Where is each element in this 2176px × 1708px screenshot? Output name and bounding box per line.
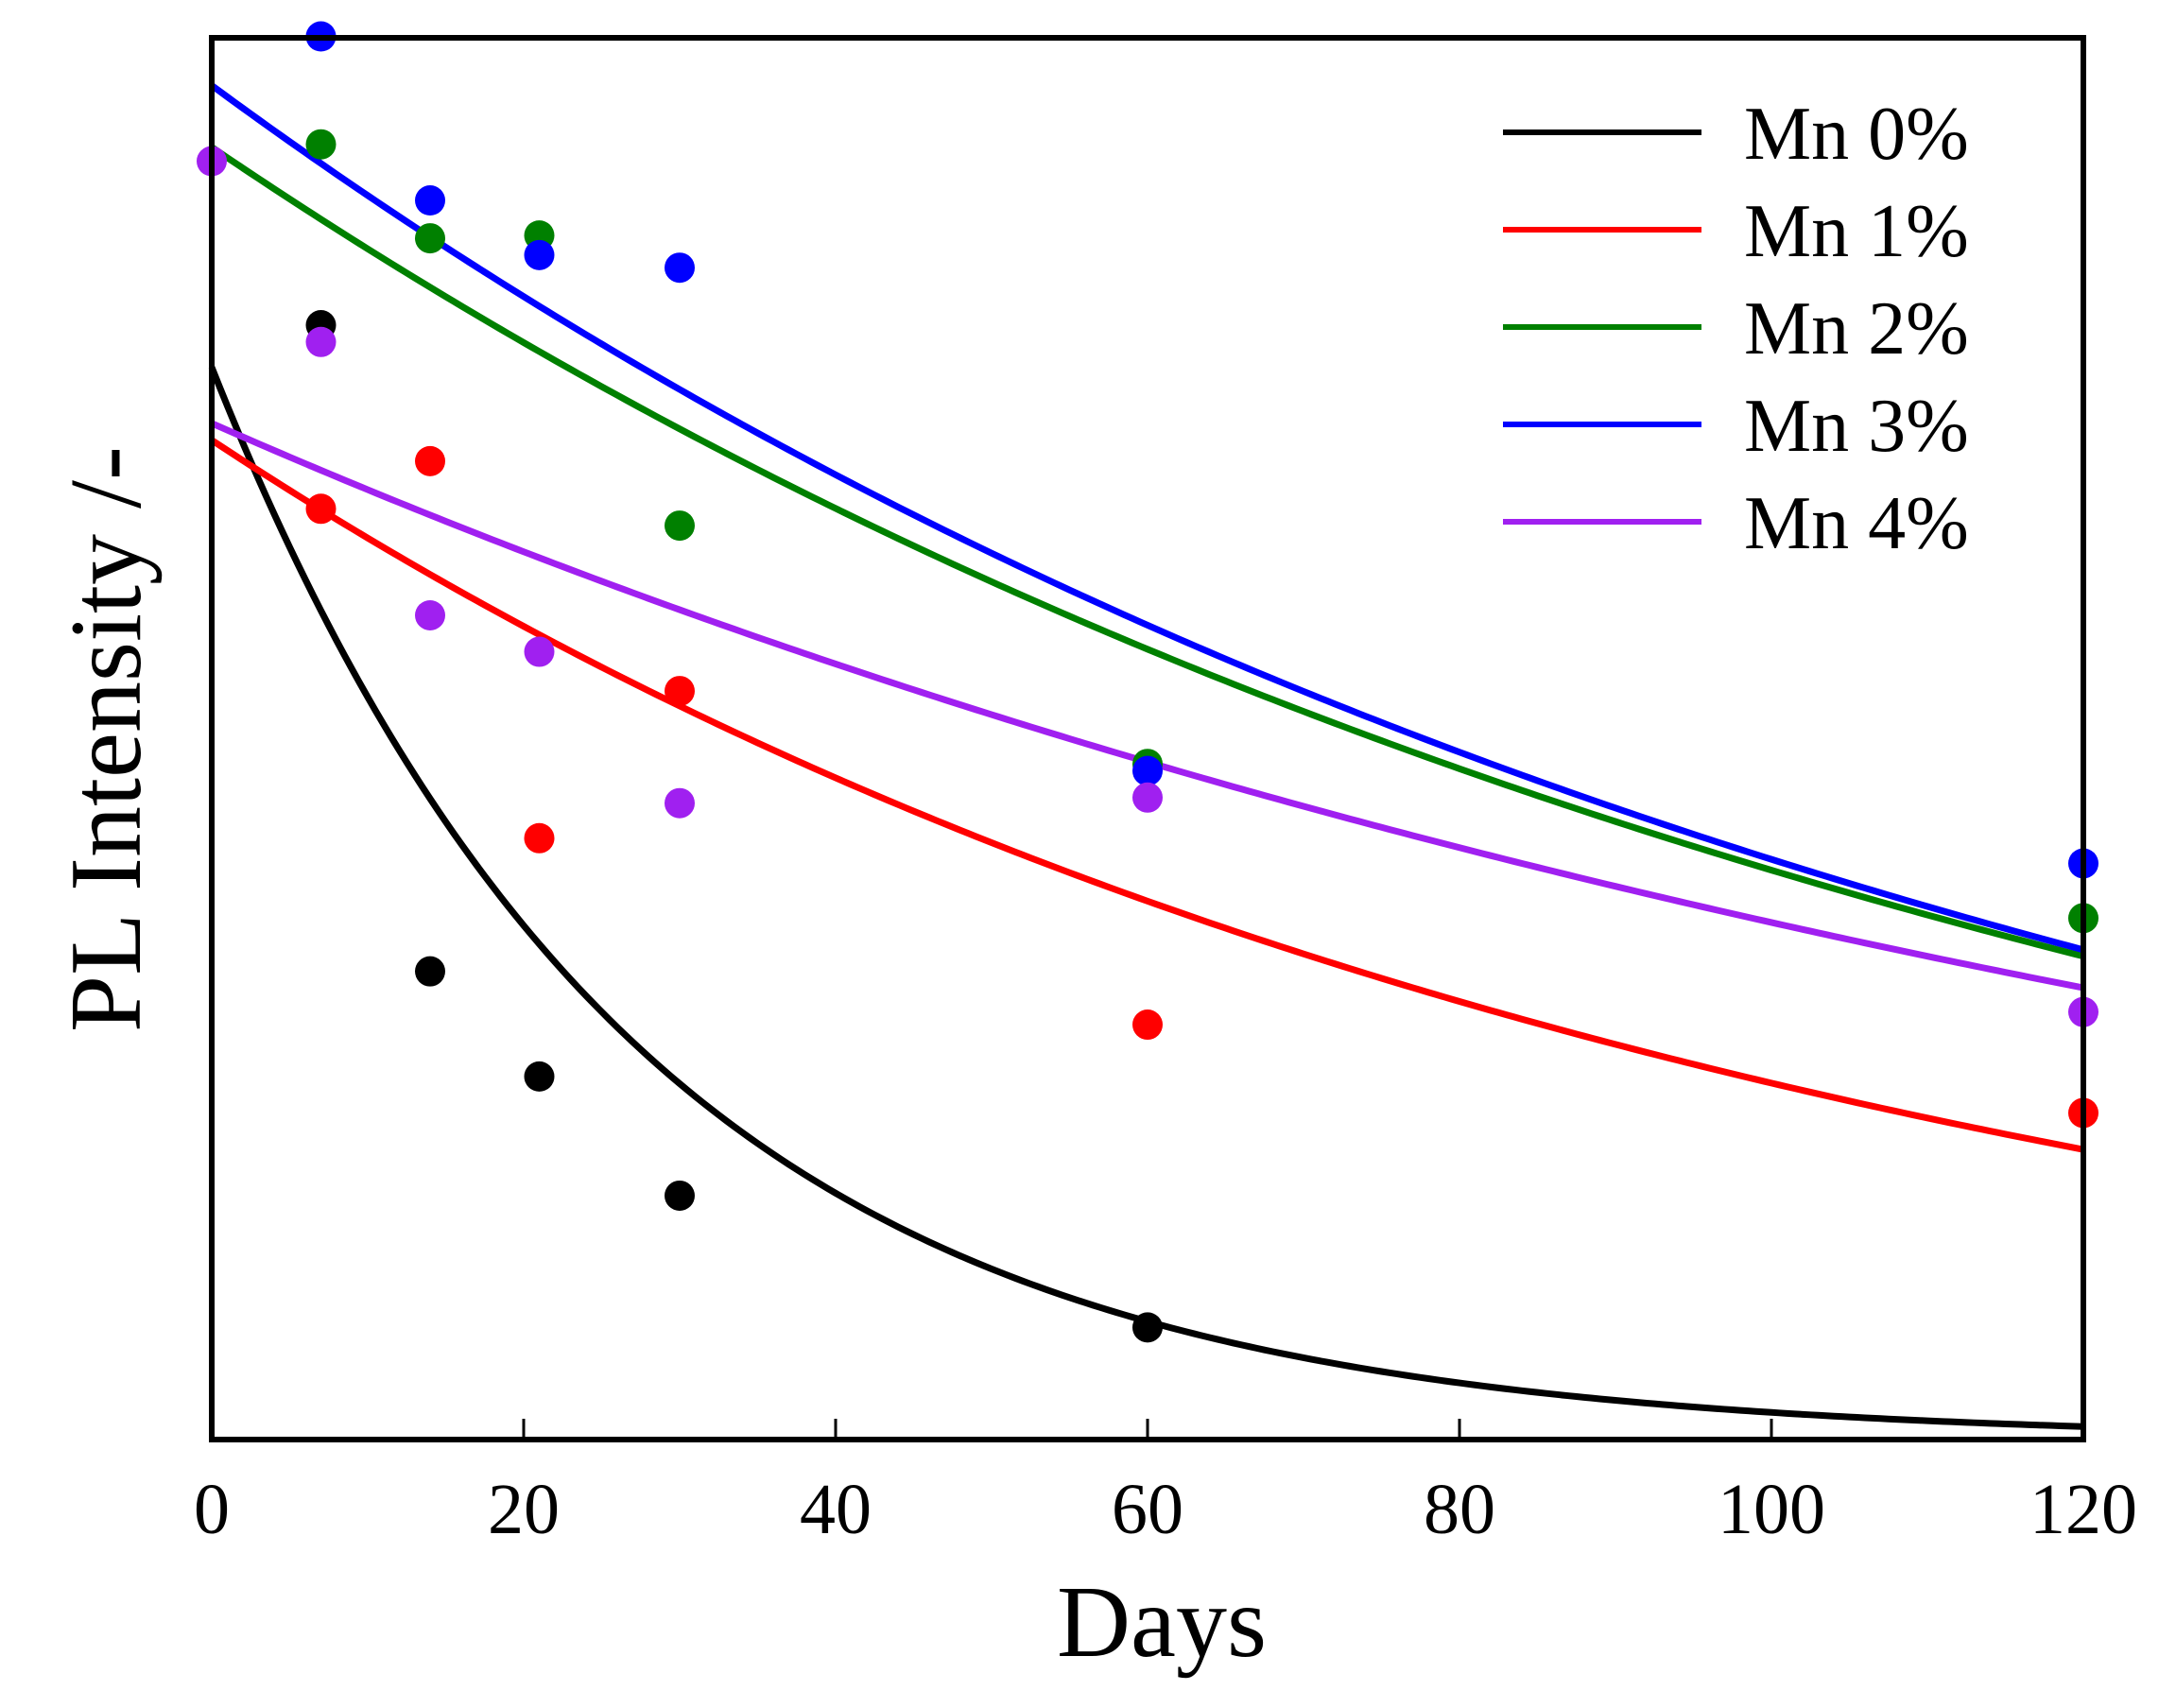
fit-curves <box>208 82 2084 1430</box>
data-point <box>665 252 695 284</box>
data-point <box>665 1180 695 1211</box>
x-tick-label: 0 <box>194 1470 230 1549</box>
legend: Mn 0% Mn 1% Mn 2% Mn 3% Mn 4% <box>1503 93 1969 565</box>
data-points <box>197 21 2098 1343</box>
x-tick-label: 120 <box>2029 1470 2137 1549</box>
x-tick-label: 40 <box>800 1470 872 1549</box>
x-tick-label: 60 <box>1112 1470 1183 1549</box>
data-point <box>524 1061 555 1092</box>
legend-label: Mn 4% <box>1744 482 1969 565</box>
data-point <box>415 956 445 987</box>
x-axis-ticks: 0 20 40 60 80 100 120 <box>194 1419 2137 1549</box>
data-point <box>524 822 555 854</box>
x-axis-title: Days <box>1057 1566 1267 1679</box>
legend-label: Mn 3% <box>1744 385 1969 468</box>
legend-label: Mn 0% <box>1744 93 1969 176</box>
data-point <box>1132 755 1163 786</box>
x-tick-label: 100 <box>1718 1470 1825 1549</box>
data-point <box>665 510 695 542</box>
x-tick-label: 80 <box>1424 1470 1495 1549</box>
legend-label: Mn 1% <box>1744 190 1969 273</box>
data-point <box>305 326 337 357</box>
data-point <box>415 599 445 630</box>
data-point <box>665 676 695 707</box>
y-axis-title: PL Intensity /- <box>50 446 163 1032</box>
fit-line-mn-1- <box>210 437 2084 1153</box>
data-point <box>415 185 445 216</box>
x-tick-label: 20 <box>488 1470 560 1549</box>
data-point <box>305 129 337 160</box>
data-point <box>415 223 445 254</box>
legend-label: Mn 2% <box>1744 287 1969 371</box>
fit-line-mn-3- <box>209 82 2084 954</box>
data-point <box>1132 782 1163 813</box>
data-point <box>524 239 555 270</box>
data-point <box>665 787 695 819</box>
data-point <box>1132 1009 1163 1041</box>
data-point <box>1132 1312 1163 1343</box>
fit-line-mn-2- <box>210 144 2084 960</box>
data-point <box>415 445 445 476</box>
data-point <box>305 493 337 525</box>
data-point <box>524 636 555 667</box>
